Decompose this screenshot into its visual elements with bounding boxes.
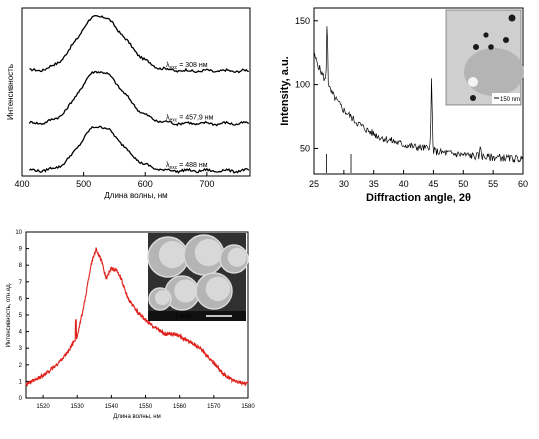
y-tick-label: 6 bbox=[19, 296, 23, 302]
y-tick-label: 100 bbox=[295, 80, 310, 90]
x-tick-label: 1570 bbox=[207, 404, 221, 410]
sem-info-bar bbox=[148, 311, 246, 321]
y-axis-label: Intensity, a.u. bbox=[279, 56, 291, 125]
y-axis-label: Интенсивность, отн.ед. bbox=[6, 282, 12, 347]
y-axis-label: Интенсивность bbox=[6, 64, 15, 120]
x-tick-label: 1550 bbox=[139, 404, 153, 410]
pl-chart-panel: 400 500 600 700 Длина волны, нм Интенсивность… bbox=[0, 0, 270, 210]
x-tick-label: 600 bbox=[138, 179, 153, 189]
xrd-chart: 25 30 35 40 45 50 55 60 50 100 150 Diffraction angl… bbox=[279, 7, 528, 204]
er-series-line bbox=[25, 247, 249, 388]
scale-bar-label: 1 мкм bbox=[175, 314, 191, 320]
x-tick-label: 400 bbox=[14, 179, 29, 189]
tem-film-region bbox=[464, 48, 524, 96]
y-tick-label: 150 bbox=[295, 16, 310, 26]
scale-bar-label: 150 nm bbox=[500, 97, 520, 103]
x-axis-label: Diffraction angle, 2θ bbox=[366, 192, 471, 204]
pl-chart: 400 500 600 700 Длина волны, нм Интенсивность… bbox=[6, 7, 251, 200]
x-tick-label: 1540 bbox=[105, 404, 119, 410]
nanoparticle bbox=[508, 14, 516, 22]
y-tick-label: 7 bbox=[19, 280, 23, 286]
x-tick-label: 50 bbox=[458, 179, 468, 189]
sphere-highlight bbox=[154, 290, 170, 306]
y-tick-label: 4 bbox=[19, 330, 23, 336]
x-tick-label: 500 bbox=[76, 179, 91, 189]
film-hole bbox=[468, 77, 478, 87]
x-tick-label: 1580 bbox=[241, 404, 255, 410]
x-tick-label: 45 bbox=[428, 179, 438, 189]
er-chart-panel: 1520 1530 1540 1550 1560 1570 1580 0 1 2 3 4 5 6 7 8 9 10… bbox=[0, 218, 270, 434]
y-tick-label: 8 bbox=[19, 263, 23, 269]
y-tick-label: 3 bbox=[19, 346, 23, 352]
pl-series-line bbox=[29, 15, 249, 74]
y-tick-label: 9 bbox=[19, 247, 23, 253]
plot-frame bbox=[21, 7, 251, 177]
series-annotation: λexc = 308 нм bbox=[166, 62, 208, 71]
nanoparticle bbox=[488, 44, 494, 50]
nanoparticle bbox=[503, 37, 509, 43]
y-tick-label: 0 bbox=[19, 396, 23, 402]
sphere-highlight bbox=[227, 247, 247, 267]
y-tick-label: 10 bbox=[15, 230, 22, 236]
x-tick-label: 55 bbox=[488, 179, 498, 189]
sphere-highlight bbox=[158, 241, 186, 269]
sphere-highlight bbox=[205, 276, 231, 302]
series-annotation: λexc = 457,9 нм bbox=[166, 115, 214, 124]
er-chart: 1520 1530 1540 1550 1560 1570 1580 0 1 2 3 4 5 6 7 8 9 10… bbox=[6, 230, 255, 420]
x-tick-label: 1530 bbox=[71, 404, 85, 410]
scale-bar-box bbox=[492, 93, 520, 104]
x-axis-label: Длина волны, нм bbox=[104, 191, 167, 200]
x-tick-label: 35 bbox=[369, 179, 379, 189]
x-tick-label: 25 bbox=[309, 179, 319, 189]
xrd-chart-panel: 25 30 35 40 45 50 55 60 50 100 150 Diffraction angl… bbox=[270, 0, 539, 210]
sphere-highlight bbox=[194, 239, 222, 267]
nanoparticle bbox=[483, 32, 489, 38]
y-tick-label: 1 bbox=[19, 379, 23, 385]
x-tick-label: 60 bbox=[518, 179, 528, 189]
x-axis-label: Длина волны, нм bbox=[113, 414, 160, 420]
y-tick-label: 50 bbox=[300, 143, 310, 153]
xrd-series-line bbox=[313, 26, 523, 163]
pl-series-line bbox=[28, 125, 250, 174]
nanoparticle bbox=[470, 95, 476, 101]
sphere-highlight bbox=[174, 279, 198, 303]
plot-frame bbox=[313, 7, 524, 175]
y-tick-label: 2 bbox=[19, 363, 23, 369]
series-annotation: λexc = 488 нм bbox=[166, 162, 208, 171]
x-tick-label: 30 bbox=[339, 179, 349, 189]
x-tick-label: 1560 bbox=[173, 404, 187, 410]
pl-series-line bbox=[28, 70, 250, 127]
x-tick-label: 40 bbox=[399, 179, 409, 189]
nanoparticle bbox=[473, 44, 479, 50]
x-tick-label: 700 bbox=[199, 179, 214, 189]
y-tick-label: 5 bbox=[19, 313, 23, 319]
x-tick-label: 1520 bbox=[36, 404, 50, 410]
